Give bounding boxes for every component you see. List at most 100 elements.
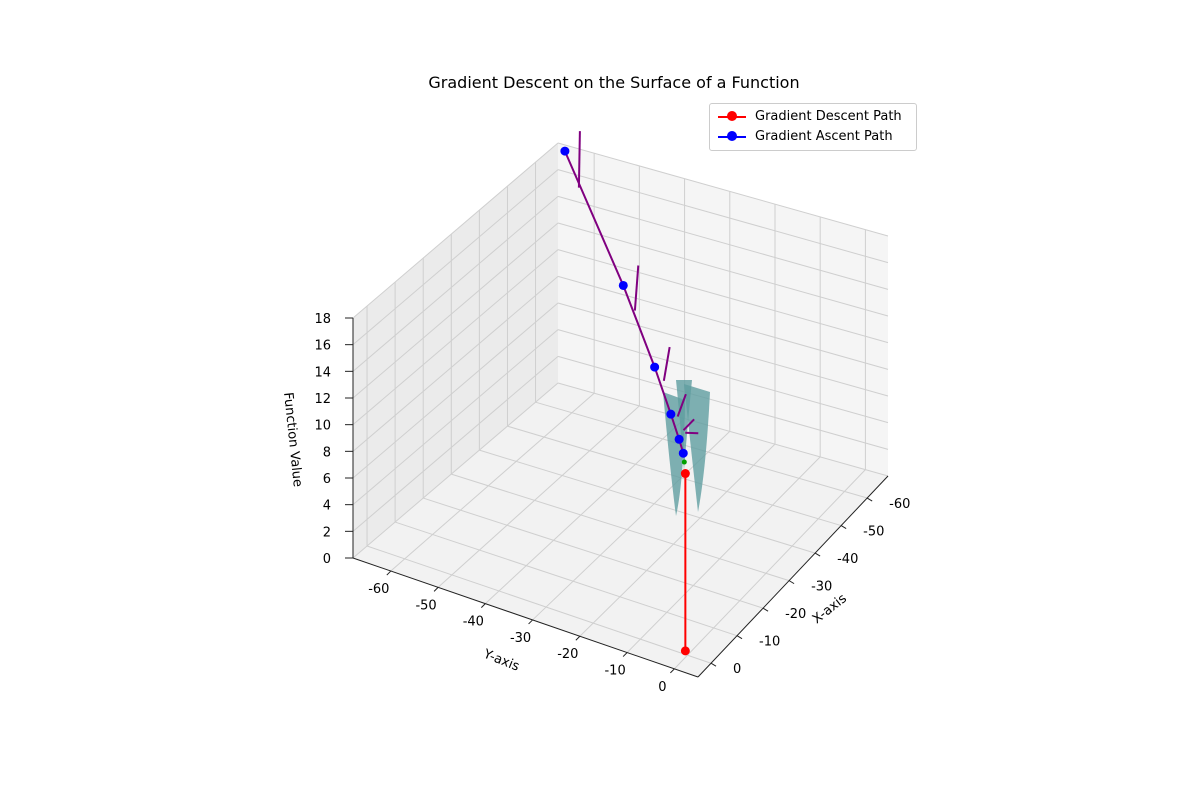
descent-point [680,646,690,656]
legend-marker-descent [718,109,746,123]
gridline [352,382,559,559]
gridline [451,473,790,582]
chart-title: Gradient Descent on the Surface of a Fun… [428,73,799,92]
surface-lobe [663,392,685,516]
chart-legend: Gradient Descent Path Gradient Ascent Pa… [709,103,917,151]
gridline [674,469,866,670]
floor-pane [353,383,888,677]
gridline [394,521,738,637]
ascent-point [650,362,660,372]
y-tick-label: 0 [658,680,666,695]
y-tick [480,603,486,608]
gridline [390,392,595,572]
gridline [352,249,559,426]
descent-point [680,469,690,479]
gridline [557,382,889,477]
x-tick [710,662,717,667]
z-tick-label: 10 [314,419,331,434]
start-marker [681,459,687,465]
x-axis-label: X-axis [810,591,850,627]
legend-label-descent: Gradient Descent Path [755,108,902,124]
gridline [557,329,889,424]
gridline [352,195,559,372]
gridline [557,275,889,370]
gridline [352,169,559,346]
z-tick-label: 6 [323,472,331,487]
ascent-point [674,434,684,444]
gridline [557,195,889,290]
function-surface [663,380,710,516]
z-tick-label: 14 [314,365,331,380]
gradient-arrow [662,346,671,381]
gradient-paths [560,131,699,656]
axes-panes [353,143,888,677]
z-tick-label: 0 [323,552,331,567]
x-axis-line [697,475,889,678]
gridline [352,302,559,479]
gridline [557,222,889,317]
gridline [557,249,889,344]
surface-lobe [684,384,710,512]
gradient-arrow [682,418,695,431]
legend-item-descent: Gradient Descent Path [718,107,902,125]
y-tick-label: -40 [463,615,484,630]
x-tick-label: -50 [863,525,884,540]
surface-lobe [676,380,692,470]
legend-marker-ascent [718,129,746,143]
ascent-point [618,280,628,290]
gridline [557,142,889,237]
x-tick [840,525,847,529]
y-tick-label: -30 [510,631,531,646]
x-tick [866,497,873,502]
z-tick-label: 4 [323,499,331,514]
z-tick-label: 8 [323,445,331,460]
y-tick [433,586,439,592]
axes-lines: -60 -50 -40 -30 -20 -10 0 -60 -50 -40 -30 -20 -10 0 0 2… [314,312,910,695]
y-axis-label: Y-axis [480,646,521,674]
ascent-point [678,448,688,458]
gridline [352,275,559,452]
gridline [366,545,712,664]
right-wall-pane [558,143,888,476]
gridline [557,302,889,397]
y-tick [528,619,533,625]
y-tick [670,668,675,674]
gridline [579,443,776,637]
ascent-point [560,146,570,156]
legend-label-ascent: Gradient Ascent Path [755,128,893,144]
y-tick-label: -10 [604,664,625,679]
x-tick [736,635,743,640]
gridline [626,456,821,653]
y-tick [622,652,628,657]
gradient-arrow [676,393,687,417]
left-wall-pane [353,143,558,558]
gridline [352,222,559,399]
gradient-arrow [685,431,699,435]
gridline [352,142,559,319]
y-tick [575,635,581,641]
x-tick-label: -30 [811,580,832,595]
z-tick-label: 12 [314,392,331,407]
gridline [557,169,889,264]
x-tick-label: -40 [837,552,858,567]
z-tick-label: 16 [314,339,331,354]
gradient-arrow [633,265,640,311]
x-tick-label: -20 [785,607,806,622]
gradient-arrow [577,131,581,188]
gridline [352,329,559,506]
x-tick-label: 0 [733,662,741,677]
legend-item-ascent: Gradient Ascent Path [718,127,893,145]
x-tick-label: -10 [759,635,780,650]
gridline [557,355,889,450]
ascent-point [666,409,676,419]
gridline [484,418,685,605]
gridline [437,405,640,588]
x-tick [788,580,795,585]
x-tick [762,607,769,612]
gridline [352,355,559,532]
x-tick-label: -60 [889,497,910,512]
x-tick [814,552,821,557]
z-tick-label: 18 [314,312,331,327]
z-axis-label: Function Value [280,392,305,488]
